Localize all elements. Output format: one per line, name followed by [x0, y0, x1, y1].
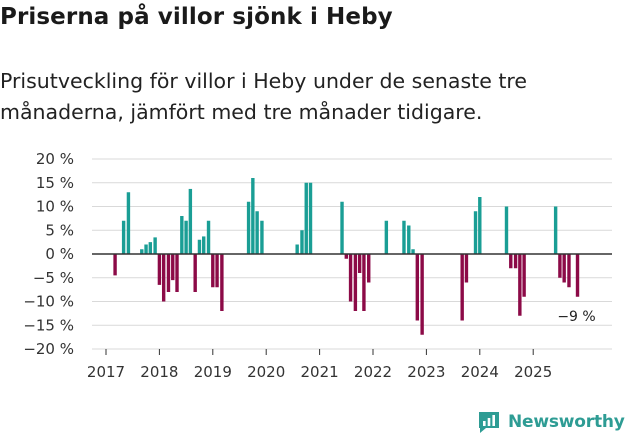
x-tick-label: 2024 [461, 363, 499, 381]
chart-title: Priserna på villor sjönk i Heby [0, 4, 393, 30]
y-tick-label: −15 % [23, 316, 74, 334]
y-tick-label: −20 % [23, 340, 74, 358]
bar [518, 254, 522, 316]
bar [260, 220, 264, 254]
bar [121, 220, 126, 254]
bar [175, 254, 179, 292]
bar [562, 254, 566, 283]
bar [308, 182, 313, 254]
bars [113, 178, 580, 335]
y-axis-labels: 20 % 15 % 10 % 5 % 0 % −5 % −10 % −15 % −20 % [23, 150, 74, 358]
bar [575, 254, 580, 297]
bar [464, 254, 469, 283]
bar [211, 254, 215, 288]
bar [415, 254, 420, 321]
bar [188, 188, 193, 254]
bar [153, 237, 157, 255]
x-tick-label: 2025 [514, 363, 552, 381]
bar [402, 220, 406, 254]
x-tick-label: 2020 [247, 363, 285, 381]
bar [348, 254, 353, 302]
bar [206, 220, 211, 254]
x-tick-label: 2018 [140, 363, 178, 381]
x-tick-label: 2019 [194, 363, 232, 381]
bar [509, 254, 513, 269]
bar [367, 254, 371, 283]
bar [161, 254, 166, 302]
x-tick-label: 2017 [87, 363, 125, 381]
bar [251, 178, 255, 254]
bar [384, 220, 389, 254]
bar [220, 254, 224, 311]
annotations: −9 % [557, 309, 595, 325]
x-axis: 2017 2018 2019 2020 2021 2022 2023 2024 2025 [87, 349, 552, 381]
bar [411, 249, 415, 254]
bar [460, 254, 464, 321]
bar [166, 254, 171, 292]
bar [197, 239, 202, 254]
bar [558, 254, 562, 278]
bar [353, 254, 358, 311]
x-tick-label: 2021 [301, 363, 339, 381]
bar [344, 254, 348, 259]
annotation-label: −9 % [557, 309, 595, 325]
y-tick-label: 15 % [36, 174, 74, 192]
bar [407, 225, 411, 254]
bar [522, 254, 526, 297]
y-tick-label: −5 % [33, 269, 74, 287]
x-tick-label: 2023 [407, 363, 445, 381]
bar [357, 254, 362, 273]
bar [180, 216, 184, 254]
bar [340, 201, 344, 254]
bar [140, 249, 144, 254]
bar [126, 192, 131, 254]
bar-chart: 20 % 15 % 10 % 5 % 0 % −5 % −10 % −15 % −20 % 20… [23, 150, 612, 381]
bar [246, 201, 251, 254]
y-tick-label: 0 % [45, 245, 74, 263]
y-tick-label: 5 % [45, 221, 74, 239]
y-tick-label: 10 % [36, 198, 74, 216]
bar [215, 254, 219, 288]
bar [171, 254, 175, 281]
bar [362, 254, 366, 311]
bar [504, 206, 509, 254]
bar [478, 197, 482, 254]
bar [473, 211, 478, 254]
bar [513, 254, 518, 269]
bar [184, 220, 188, 254]
bar [567, 254, 571, 288]
bar [295, 244, 299, 254]
brand-logo: Newsworthy [476, 408, 625, 436]
bar [255, 211, 259, 254]
bar [304, 182, 308, 254]
bar [420, 254, 424, 335]
bar [193, 254, 197, 292]
bar [553, 206, 558, 254]
y-tick-label: −10 % [23, 293, 74, 311]
bar [300, 230, 304, 254]
brand-name: Newsworthy [508, 412, 625, 432]
x-tick-label: 2022 [354, 363, 392, 381]
y-tick-label: 20 % [36, 150, 74, 168]
newsworthy-logo-icon [479, 412, 499, 433]
bar [202, 236, 206, 254]
bar [113, 254, 117, 276]
bar [144, 244, 148, 254]
bar [157, 254, 162, 285]
bar [148, 242, 153, 255]
chart-subtitle: Prisutveckling för villor i Heby under d… [0, 69, 527, 124]
